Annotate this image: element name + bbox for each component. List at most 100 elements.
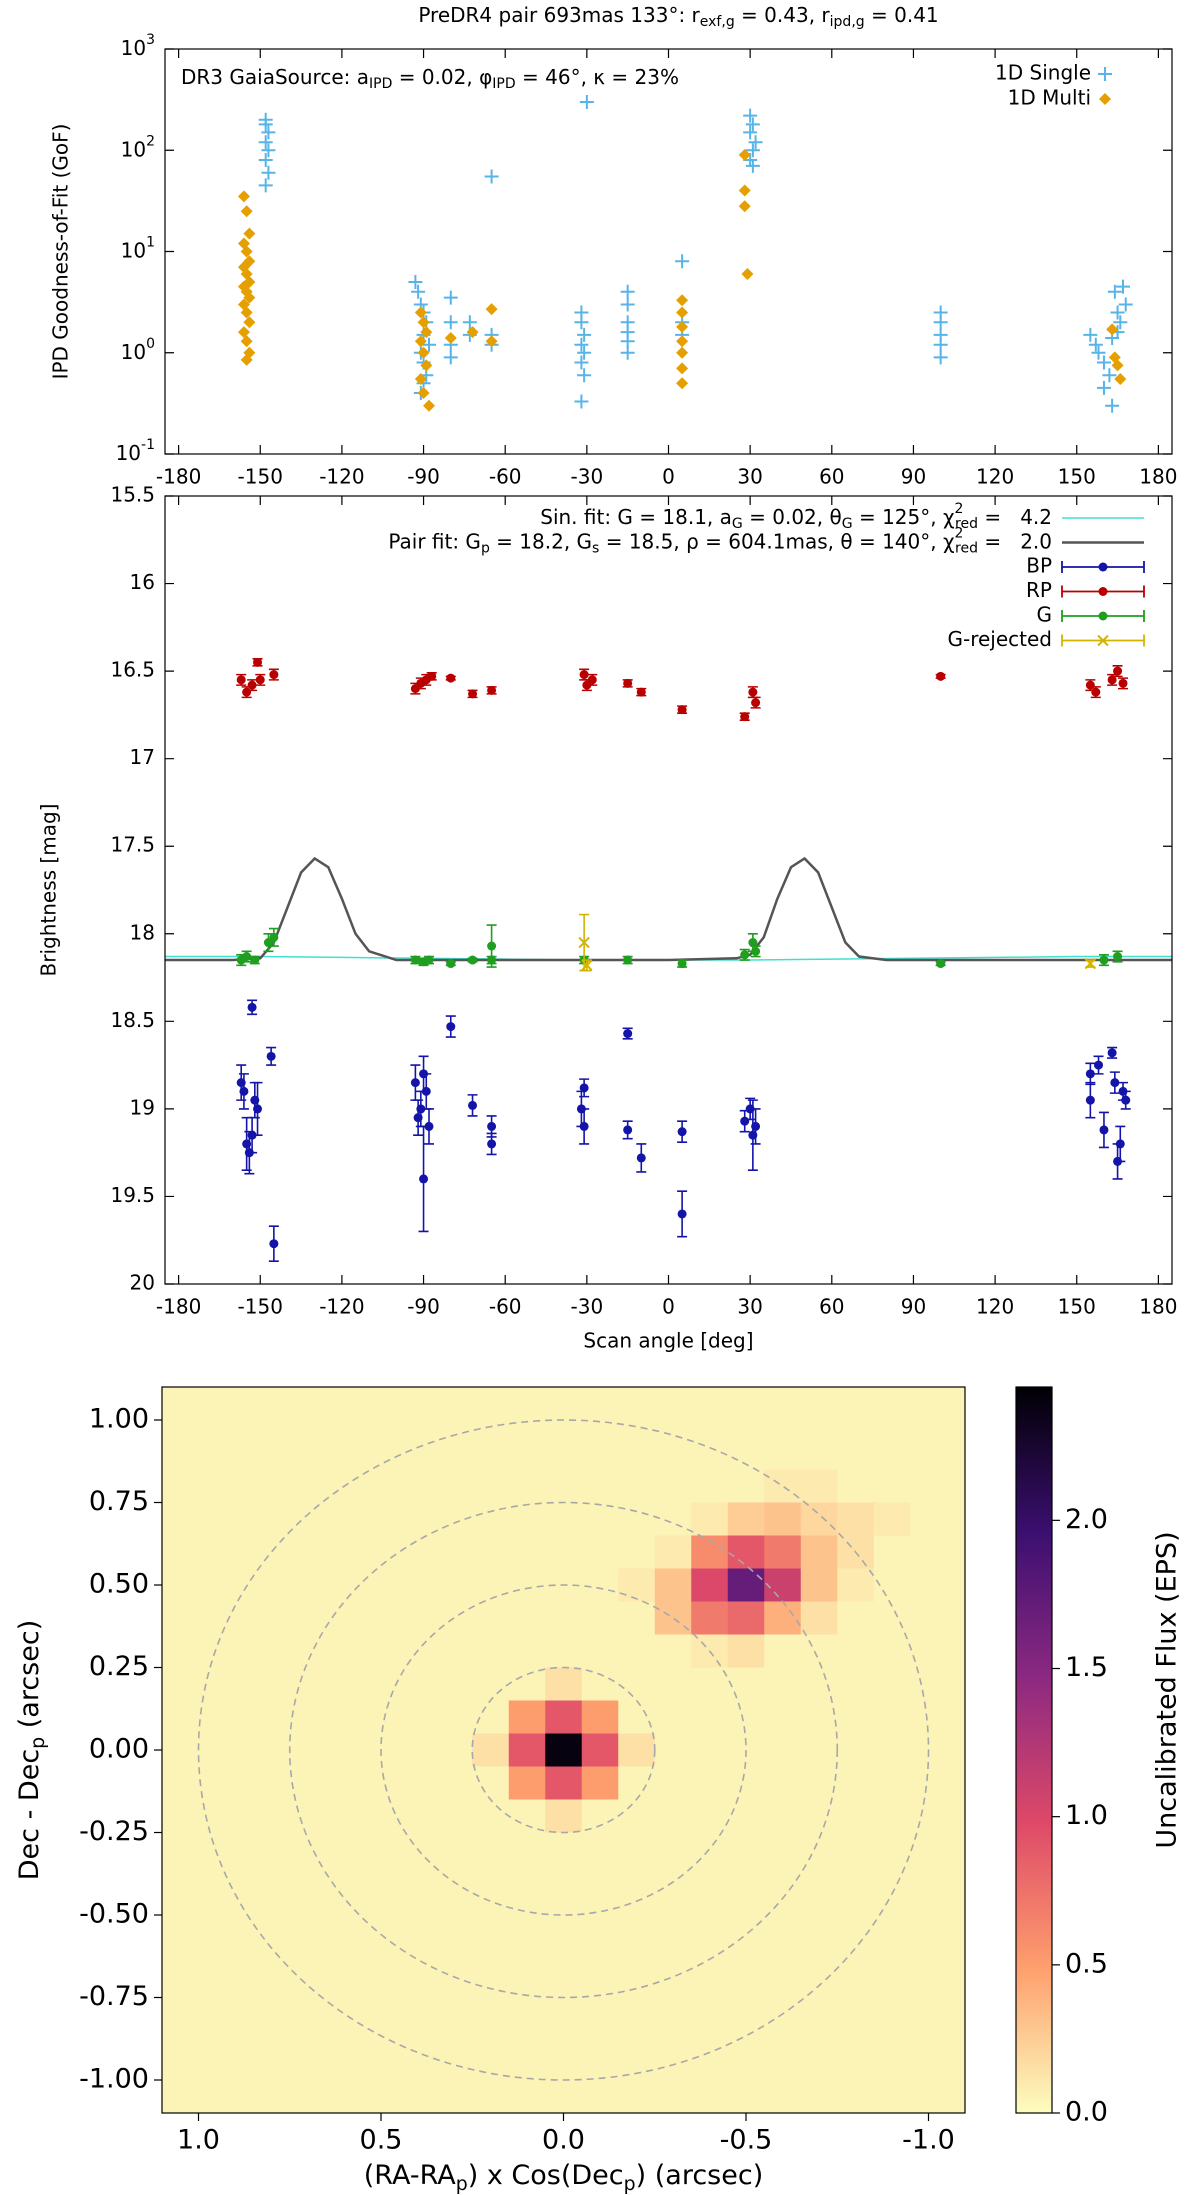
marker <box>1107 1048 1117 1058</box>
pixel <box>362 1568 400 1603</box>
pixel <box>326 2030 364 2065</box>
pixel <box>654 1502 692 1537</box>
x-tick-label: 30 <box>737 465 762 489</box>
marker <box>1118 297 1133 312</box>
marker <box>738 184 751 197</box>
marker <box>466 326 479 339</box>
y-tick-label: 103 <box>121 32 155 60</box>
pixel <box>727 1502 765 1537</box>
text-part: ) (arcsec) <box>636 2160 764 2191</box>
pixel <box>800 1535 838 1570</box>
pixel <box>727 1766 765 1801</box>
pixel <box>435 1799 473 1834</box>
marker <box>417 346 430 359</box>
marker <box>1113 315 1128 330</box>
pixel <box>800 1700 838 1735</box>
pixel <box>180 1535 218 1570</box>
pixel <box>581 1898 619 1933</box>
pixel <box>946 1502 965 1537</box>
pixel <box>581 1436 619 1471</box>
marker <box>636 1153 646 1163</box>
pixel <box>472 2096 510 2113</box>
marker <box>266 1051 276 1061</box>
marker <box>1099 1125 1109 1135</box>
pixel <box>435 1634 473 1669</box>
pixel <box>162 1931 181 1966</box>
pixel <box>399 2063 437 2098</box>
pixel <box>362 1799 400 1834</box>
legend-marker <box>1098 67 1112 81</box>
pixel <box>837 1601 875 1636</box>
pixel <box>399 1898 437 1933</box>
x-tick-label: -120 <box>319 465 364 489</box>
pixel <box>472 1502 510 1537</box>
marker <box>1106 323 1119 336</box>
y-tick-label: 102 <box>121 133 155 161</box>
marker <box>623 678 633 688</box>
pixel <box>508 1568 546 1603</box>
pixel <box>800 1733 838 1768</box>
marker <box>748 687 758 697</box>
legend-label: 1D Multi <box>1008 86 1091 110</box>
marker <box>574 337 589 352</box>
pixel <box>399 1502 437 1537</box>
pixel <box>654 1403 692 1438</box>
x-tick-label: 30 <box>737 1295 762 1319</box>
pixel <box>162 1733 181 1768</box>
pixel <box>873 1436 911 1471</box>
text-part: exf,g <box>700 14 735 30</box>
y-axis-label: Brightness [mag] <box>37 804 61 977</box>
pixel <box>435 2063 473 2098</box>
pixel <box>727 1832 765 1867</box>
marker <box>738 200 751 213</box>
pixel <box>472 1733 510 1768</box>
fit-line <box>165 856 1172 962</box>
marker <box>468 689 478 699</box>
pixel <box>326 1766 364 1801</box>
pixel <box>727 2063 765 2098</box>
pixel <box>618 1601 656 1636</box>
pixel <box>545 2030 583 2065</box>
pixel <box>545 1502 583 1537</box>
marker <box>623 1125 633 1135</box>
pixel <box>289 1964 327 1999</box>
marker <box>261 125 276 140</box>
pixel <box>618 1535 656 1570</box>
x-tick-label: -90 <box>407 465 440 489</box>
marker <box>1085 1069 1095 1079</box>
marker <box>427 671 437 681</box>
marker <box>253 1104 263 1114</box>
pixel <box>837 1568 875 1603</box>
pixel <box>691 1865 729 1900</box>
pixel <box>581 1535 619 1570</box>
marker <box>237 326 250 339</box>
pixel <box>654 1469 692 1504</box>
pixel <box>800 1766 838 1801</box>
y-tick-label: 10-1 <box>116 437 155 465</box>
marker <box>420 359 433 372</box>
pixel <box>691 1387 729 1405</box>
pixel <box>545 1865 583 1900</box>
pixel <box>800 1865 838 1900</box>
pixel <box>691 1832 729 1867</box>
pixel <box>654 1601 692 1636</box>
pixel <box>326 1799 364 1834</box>
marker <box>740 712 750 722</box>
pixel <box>873 1964 911 1999</box>
pixel <box>326 2096 364 2113</box>
pixel <box>162 1997 181 2032</box>
pixel <box>764 1964 802 1999</box>
pixel <box>180 1469 218 1504</box>
pixel <box>545 1799 583 1834</box>
marker <box>1102 368 1117 383</box>
pixel <box>946 1799 965 1834</box>
marker <box>676 362 689 375</box>
x-tick-label: -60 <box>489 1295 522 1319</box>
pixel <box>508 2063 546 2098</box>
pixel <box>691 2063 729 2098</box>
pixel <box>910 1502 948 1537</box>
x-tick-label: -0.5 <box>720 2125 773 2156</box>
pixel <box>362 1832 400 1867</box>
pixel <box>289 1469 327 1504</box>
pixel <box>216 1436 254 1471</box>
